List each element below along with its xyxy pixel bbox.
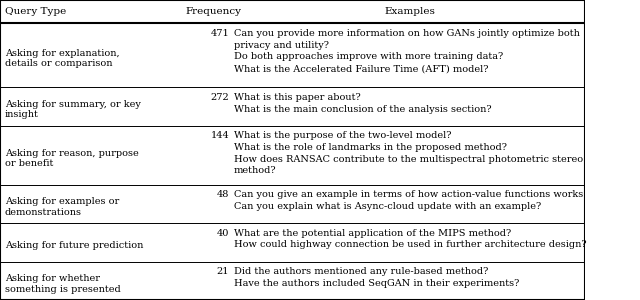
Text: Examples: Examples bbox=[384, 7, 435, 16]
Text: Asking for explanation,
details or comparison: Asking for explanation, details or compa… bbox=[4, 49, 119, 68]
Text: Did the authors mentioned any rule-based method?
Have the authors included SeqGA: Did the authors mentioned any rule-based… bbox=[234, 267, 520, 288]
Text: Frequency: Frequency bbox=[186, 7, 241, 16]
Text: What is this paper about?
What is the main conclusion of the analysis section?: What is this paper about? What is the ma… bbox=[234, 93, 492, 113]
Text: Query Type: Query Type bbox=[4, 7, 66, 16]
Text: Asking for whether
something is presented: Asking for whether something is presente… bbox=[4, 274, 120, 293]
Text: 48: 48 bbox=[217, 190, 229, 199]
Text: 471: 471 bbox=[211, 29, 229, 38]
Text: Asking for summary, or key
insight: Asking for summary, or key insight bbox=[4, 100, 141, 119]
Text: Can you provide more information on how GANs jointly optimize both
privacy and u: Can you provide more information on how … bbox=[234, 29, 580, 73]
Text: 40: 40 bbox=[217, 229, 229, 238]
Text: Asking for reason, purpose
or benefit: Asking for reason, purpose or benefit bbox=[4, 148, 138, 168]
Text: Asking for examples or
demonstrations: Asking for examples or demonstrations bbox=[4, 197, 119, 217]
Text: What are the potential application of the MIPS method?
How could highway connect: What are the potential application of th… bbox=[234, 229, 587, 249]
Text: Can you give an example in terms of how action-value functions works
Can you exp: Can you give an example in terms of how … bbox=[234, 190, 583, 211]
Text: 144: 144 bbox=[211, 131, 229, 140]
Text: What is the purpose of the two-level model?
What is the role of landmarks in the: What is the purpose of the two-level mod… bbox=[234, 131, 583, 176]
Text: 272: 272 bbox=[211, 93, 229, 102]
Text: 21: 21 bbox=[217, 267, 229, 276]
Text: Asking for future prediction: Asking for future prediction bbox=[4, 241, 143, 250]
